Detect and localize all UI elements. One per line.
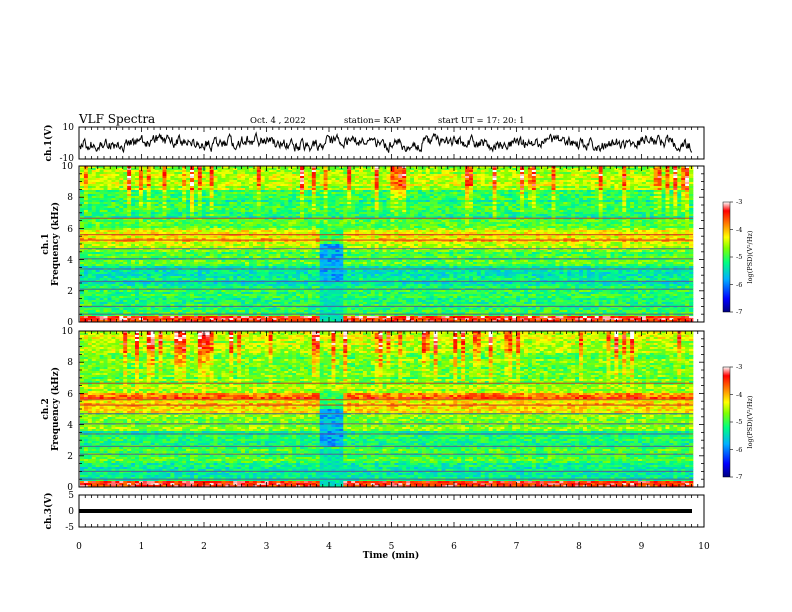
ch1-cbar-tick-neg7: -7 (736, 308, 742, 316)
ch1-spectrogram-ylabel-freq: Frequency (kHz) (50, 202, 61, 286)
ch1-spectrogram-panel: 0 2 4 6 8 10 ch.1 Frequency (kHz) (41, 162, 704, 328)
ch2-ytick-8: 8 (67, 358, 73, 368)
ch1-colorbar-gradient (723, 202, 730, 312)
start-ut-label: start UT = 17: 20: 1 (438, 116, 525, 126)
ch2-colorbar-ticks (730, 367, 733, 477)
xtick-9: 9 (639, 542, 645, 552)
figure-title: VLF Spectra (78, 112, 155, 126)
ch3-ytick-0: 0 (68, 507, 74, 517)
vlf-spectra-figure: VLF Spectra Oct. 4 , 2022 station= KAP s… (0, 0, 792, 612)
ch3-ytick-5: 5 (68, 491, 74, 501)
xtick-1: 1 (139, 542, 145, 552)
ch2-cbar-tick-neg5: -5 (736, 418, 742, 426)
xtick-7: 7 (514, 542, 520, 552)
station-label: station= KAP (344, 116, 402, 126)
ch1-ytick-8: 8 (67, 193, 73, 203)
xtick-0: 0 (76, 542, 82, 552)
ch1-colorbar-label: log(PSD)(V²/Hz) (746, 230, 754, 283)
ch1-spectrogram-ylabel-ch: ch.1 (41, 233, 51, 254)
ch1-ytick-6: 6 (67, 225, 73, 235)
xtick-8: 8 (576, 542, 582, 552)
ch2-colorbar-label: log(PSD)(V²/Hz) (746, 395, 754, 448)
ch1-colorbar: -3 -4 -5 -6 -7 log(PSD)(V²/Hz) (723, 198, 754, 316)
ch1-waveform-panel: 10 -10 ch.1(V) (43, 123, 704, 164)
ch2-spectrogram-ylabel-freq: Frequency (kHz) (50, 367, 61, 451)
ch3-waveform-ylabel: ch.3(V) (43, 493, 54, 530)
date-label: Oct. 4 , 2022 (250, 116, 306, 126)
ch1-cbar-tick-neg6: -6 (736, 281, 742, 289)
ch2-spectrogram-ylabel-ch: ch.2 (41, 398, 51, 419)
xtick-6: 6 (451, 542, 457, 552)
ch1-colorbar-ticks (730, 202, 733, 312)
ch2-ytick-10: 10 (62, 327, 74, 337)
ch2-spectrogram-panel: 0 2 4 6 8 10 ch.2 Frequency (kHz) (41, 327, 704, 493)
ch1-waveform-ylabel: ch.1(V) (43, 125, 54, 162)
ch1-ytick-top: 10 (63, 123, 75, 133)
ch1-ytick-4: 4 (67, 256, 73, 266)
ch1-ytick-10: 10 (62, 162, 74, 172)
ch2-colorbar: -3 -4 -5 -6 -7 log(PSD)(V²/Hz) (723, 363, 754, 481)
xtick-2: 2 (201, 542, 207, 552)
ch2-ytick-4: 4 (67, 421, 73, 431)
ch1-cbar-tick-neg4: -4 (736, 226, 742, 234)
ch1-cbar-tick-neg3: -3 (736, 198, 742, 206)
ch3-waveform-trace (79, 509, 692, 513)
ch3-waveform-panel: 5 0 -5 ch.3(V) (43, 491, 704, 533)
ch2-colorbar-gradient (723, 367, 730, 477)
ch2-ytick-2: 2 (67, 452, 73, 462)
ch2-spectrogram-heatmap (80, 331, 693, 487)
ch2-cbar-tick-neg3: -3 (736, 363, 742, 371)
ch1-cbar-tick-neg5: -5 (736, 253, 742, 261)
ch1-freq-tick-labels: 0 2 4 6 8 10 (62, 162, 74, 328)
ch2-cbar-tick-neg6: -6 (736, 446, 742, 454)
ch1-spectrogram-heatmap (80, 166, 693, 322)
time-axis: 0 1 2 3 4 5 6 7 8 9 10 Time (min) (76, 542, 710, 561)
ch1-ytick-2: 2 (67, 287, 73, 297)
ch3-ytick-neg5: -5 (65, 523, 74, 533)
ch2-cbar-tick-neg7: -7 (736, 473, 742, 481)
xtick-10: 10 (698, 542, 710, 552)
xtick-3: 3 (264, 542, 270, 552)
ch2-ytick-6: 6 (67, 390, 73, 400)
ch2-cbar-tick-neg4: -4 (736, 391, 742, 399)
xtick-4: 4 (326, 542, 332, 552)
xaxis-label: Time (min) (363, 550, 420, 561)
ch2-freq-tick-labels: 0 2 4 6 8 10 (62, 327, 74, 493)
